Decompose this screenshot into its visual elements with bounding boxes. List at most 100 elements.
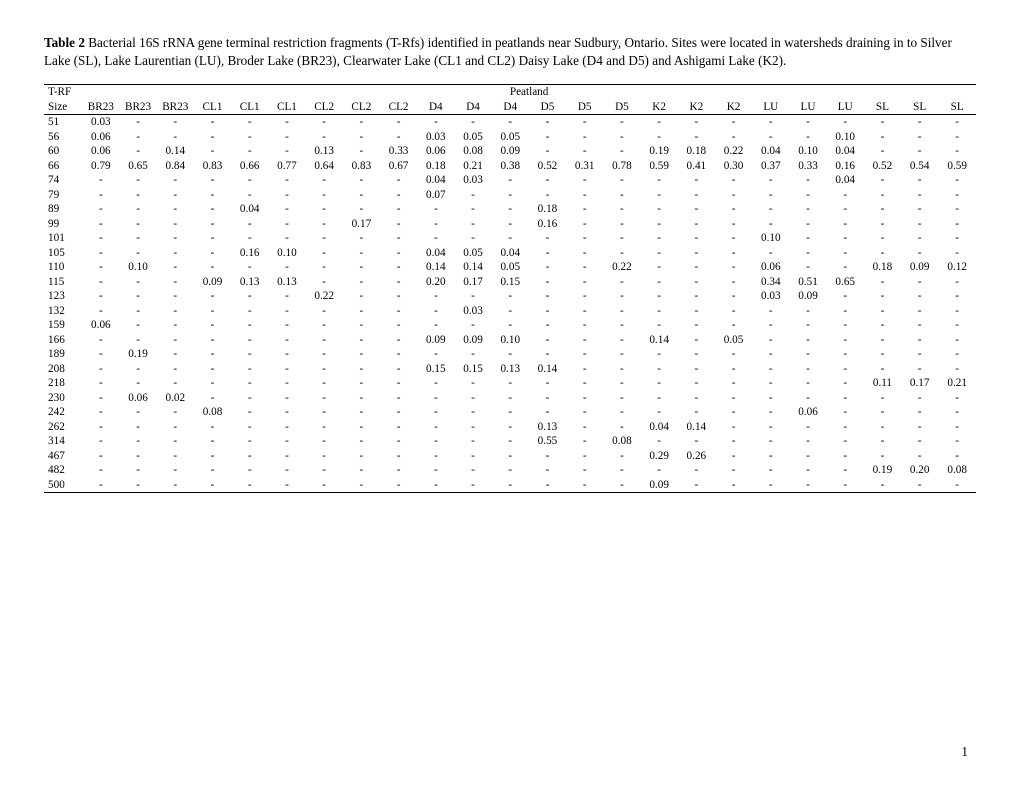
cell: -: [194, 173, 231, 188]
cell: 0.09: [901, 260, 938, 275]
cell: -: [603, 246, 640, 261]
cell: -: [789, 231, 826, 246]
cell: -: [678, 463, 715, 478]
cell: -: [306, 130, 343, 145]
cell: -: [119, 130, 156, 145]
cell: -: [566, 304, 603, 319]
cell: -: [380, 304, 417, 319]
cell: -: [901, 478, 938, 493]
cell: -: [380, 115, 417, 130]
cell: -: [603, 188, 640, 203]
cell: -: [82, 434, 119, 449]
cell: 0.15: [417, 362, 454, 377]
cell: -: [268, 304, 305, 319]
cell: -: [194, 231, 231, 246]
row-size: 482: [44, 463, 82, 478]
cell: -: [82, 231, 119, 246]
cell: -: [157, 115, 194, 130]
row-size: 99: [44, 217, 82, 232]
cell: -: [566, 449, 603, 464]
cell: -: [82, 289, 119, 304]
cell: -: [864, 275, 901, 290]
cell: -: [82, 217, 119, 232]
cell: -: [268, 347, 305, 362]
cell: -: [157, 173, 194, 188]
cell: -: [119, 115, 156, 130]
cell: 0.19: [641, 144, 678, 159]
cell: -: [715, 188, 752, 203]
cell: -: [194, 202, 231, 217]
cell: -: [789, 304, 826, 319]
cell: -: [454, 115, 491, 130]
cell: -: [194, 318, 231, 333]
cell: -: [157, 405, 194, 420]
cell: -: [492, 318, 529, 333]
cell: 0.13: [492, 362, 529, 377]
cell: -: [119, 304, 156, 319]
cell: -: [752, 405, 789, 420]
cell: -: [343, 463, 380, 478]
cell: -: [119, 434, 156, 449]
cell: -: [119, 217, 156, 232]
cell: -: [566, 391, 603, 406]
cell: -: [901, 289, 938, 304]
cell: -: [603, 391, 640, 406]
cell: -: [82, 376, 119, 391]
cell: -: [789, 362, 826, 377]
cell: 0.52: [529, 159, 566, 174]
cell: -: [119, 289, 156, 304]
cell: 0.15: [492, 275, 529, 290]
cell: -: [864, 173, 901, 188]
cell: -: [343, 260, 380, 275]
cell: -: [157, 347, 194, 362]
cell: -: [454, 391, 491, 406]
cell: -: [827, 449, 864, 464]
cell: -: [603, 304, 640, 319]
cell: -: [827, 260, 864, 275]
cell: -: [454, 376, 491, 391]
cell: -: [268, 318, 305, 333]
cell: -: [82, 449, 119, 464]
cell: -: [752, 463, 789, 478]
cell: -: [380, 391, 417, 406]
cell: 0.09: [789, 289, 826, 304]
cell: -: [789, 202, 826, 217]
cell: -: [306, 478, 343, 493]
cell: -: [343, 333, 380, 348]
cell: -: [417, 115, 454, 130]
cell: -: [268, 173, 305, 188]
cell: -: [789, 478, 826, 493]
cell: -: [641, 246, 678, 261]
cell: -: [380, 188, 417, 203]
cell: -: [603, 173, 640, 188]
cell: -: [715, 449, 752, 464]
cell: -: [641, 304, 678, 319]
cell: -: [417, 376, 454, 391]
cell: -: [864, 420, 901, 435]
cell: -: [194, 478, 231, 493]
cell: -: [641, 362, 678, 377]
cell: -: [492, 463, 529, 478]
cell: -: [566, 405, 603, 420]
cell: -: [641, 376, 678, 391]
cell: 0.10: [827, 130, 864, 145]
row-size: 105: [44, 246, 82, 261]
cell: -: [82, 463, 119, 478]
cell: -: [752, 173, 789, 188]
cell: -: [529, 231, 566, 246]
row-size: 467: [44, 449, 82, 464]
column-header: BR23: [82, 100, 119, 115]
cell: -: [529, 405, 566, 420]
cell: -: [603, 478, 640, 493]
cell: -: [82, 347, 119, 362]
cell: -: [380, 376, 417, 391]
cell: -: [715, 246, 752, 261]
cell: -: [231, 449, 268, 464]
cell: 0.18: [529, 202, 566, 217]
cell: 0.65: [827, 275, 864, 290]
cell: -: [417, 202, 454, 217]
cell: -: [864, 188, 901, 203]
cell: -: [566, 231, 603, 246]
column-header: SL: [901, 100, 938, 115]
cell: 0.05: [454, 130, 491, 145]
